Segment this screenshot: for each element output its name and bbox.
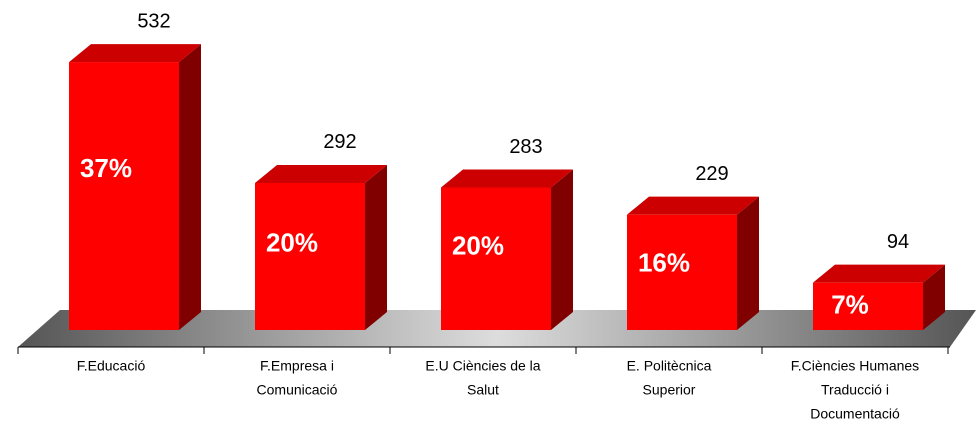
bar-side <box>923 264 945 330</box>
share-label: 20% <box>452 231 504 261</box>
bar-side <box>551 169 573 330</box>
bar-top <box>441 169 573 188</box>
bar-top <box>627 196 759 215</box>
data-label: 229 <box>695 163 728 185</box>
share-label: 20% <box>266 228 318 258</box>
data-label: 532 <box>137 10 170 32</box>
bar <box>69 62 179 330</box>
x-tick-label: Documentació <box>810 406 900 422</box>
bar-top <box>813 264 945 283</box>
bar-side <box>179 44 201 330</box>
bar-side <box>365 164 387 330</box>
x-tick-label: F.Ciències Humanes <box>791 358 919 374</box>
share-label: 16% <box>638 247 690 277</box>
data-label: 292 <box>323 131 356 153</box>
bar-side <box>737 196 759 330</box>
share-label: 7% <box>831 290 869 320</box>
bar <box>627 214 737 330</box>
x-tick-label: Salut <box>467 382 499 398</box>
x-tick-label: E. Politècnica <box>627 358 712 374</box>
x-tick-label: E.U Ciències de la <box>425 358 540 374</box>
bar-top <box>255 164 387 183</box>
bar <box>441 187 551 330</box>
x-tick-label: Superior <box>643 382 696 398</box>
x-tick-label: Comunicació <box>257 382 338 398</box>
bar <box>813 282 923 330</box>
x-tick-label: F.Empresa i <box>260 358 334 374</box>
x-tick-label: Traducció i <box>821 382 889 398</box>
x-tick-label: F.Educació <box>77 358 146 374</box>
bar <box>255 182 365 330</box>
data-label: 94 <box>887 231 909 253</box>
share-label: 37% <box>80 153 132 183</box>
bar-top <box>69 44 201 63</box>
data-label: 283 <box>509 136 542 158</box>
